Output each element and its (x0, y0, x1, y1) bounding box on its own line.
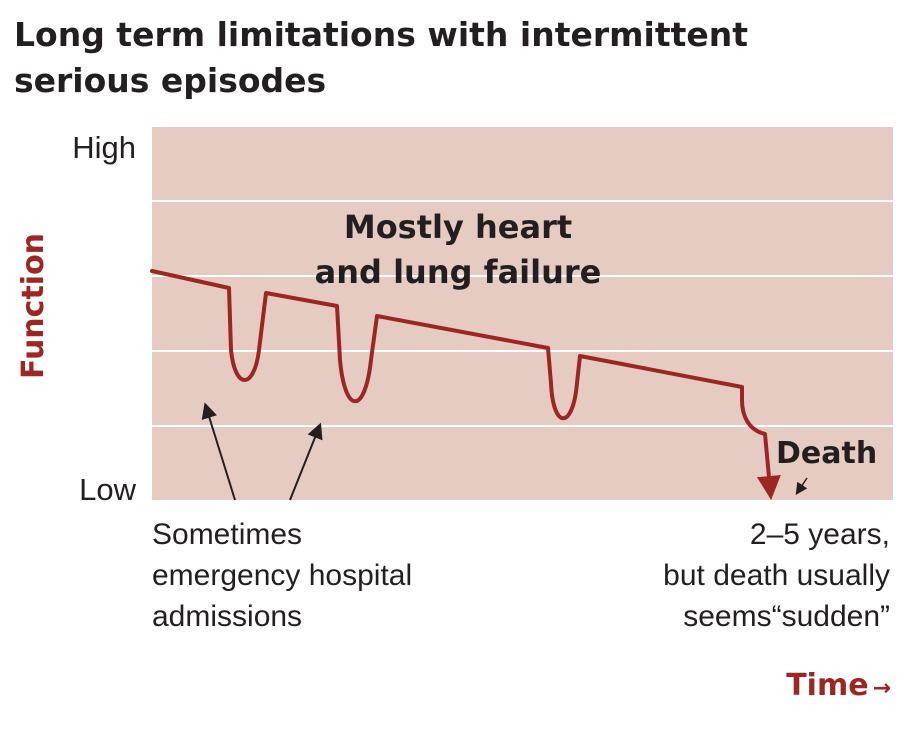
admissions-caption: Sometimes emergency hospital admissions (152, 514, 572, 637)
duration-caption: 2–5 years, but death usually seems“sudde… (540, 514, 890, 637)
death-pointer-arrow (795, 477, 808, 495)
admissions-caption-line: emergency hospital (152, 559, 413, 592)
y-tick-low: Low (79, 472, 136, 507)
duration-caption-line: 2–5 years, (749, 518, 890, 551)
admission-arrow-2 (289, 422, 323, 501)
chart-title: Long term limitations with intermittent … (14, 15, 749, 100)
gridlines (152, 200, 893, 427)
admissions-caption-line: admissions (152, 600, 303, 633)
plot-area (152, 127, 893, 500)
trajectory-line (150, 269, 781, 500)
y-tick-high: High (72, 130, 136, 165)
y-axis-label: Function (16, 233, 51, 379)
duration-caption-line: seems“sudden” (683, 600, 890, 633)
condition-label-line1: Mostly heart (344, 208, 572, 246)
admissions-caption-line: Sometimes (152, 518, 303, 551)
death-label: Death (776, 436, 877, 471)
right-arrow-icon: → (872, 676, 891, 701)
admission-arrow-1 (201, 402, 236, 501)
x-axis-label: Time → (786, 668, 891, 703)
x-axis-label-text: Time (786, 668, 869, 703)
duration-caption-line: but death usually (663, 559, 890, 592)
condition-label-line2: and lung failure (315, 253, 602, 291)
